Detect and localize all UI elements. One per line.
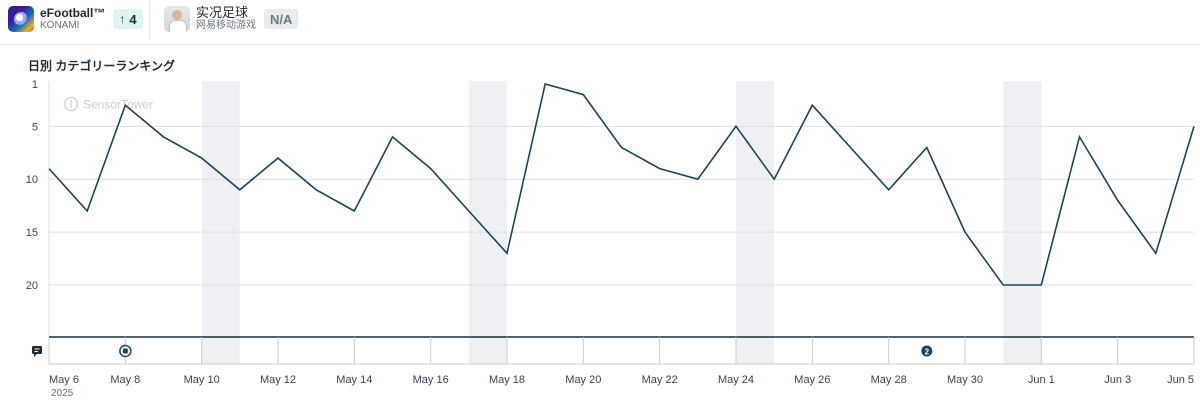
data-point [428,166,432,170]
data-point [543,82,547,86]
data-point [696,177,700,181]
arrow-up-icon: ↑ [119,12,126,26]
data-point [581,92,585,96]
data-point [276,156,280,160]
x-tick-label: May 26 [794,374,830,386]
y-tick-label: 20 [26,280,38,292]
event-marker[interactable] [119,344,132,358]
x-tick-label: May 14 [336,374,372,386]
x-tick-label: May 22 [642,374,678,386]
header-divider [149,0,150,40]
data-point [925,145,929,149]
x-year-label: 2025 [51,388,74,399]
data-point [123,103,127,107]
chart-title: 日別 カテゴリーランキング [28,59,175,73]
x-tick-label: May 16 [413,374,449,386]
data-point [810,103,814,107]
x-tick-label: May 28 [871,374,907,386]
weekend-band [201,81,240,364]
rank-change-badge: N/A [264,9,299,29]
data-point [886,188,890,192]
x-tick-label: May 10 [184,374,220,386]
data-point [734,124,738,128]
data-point [1192,124,1196,128]
data-point [238,188,242,192]
data-point [1001,283,1005,287]
app-card-efootball[interactable]: eFootball™ KONAMI ↑ 4 [8,5,143,33]
x-tick-label: May 20 [565,374,601,386]
x-tick-label: May 24 [718,374,754,386]
notes-icon [32,346,42,357]
notes-icon-tail [34,354,37,357]
data-point [1154,251,1158,255]
weekend-band [736,81,775,364]
rank-change-value: N/A [270,11,293,27]
event-count-label: 2 [925,348,930,357]
data-point [161,135,165,139]
notes-icon-body [32,346,42,354]
app-card-jikkyo[interactable]: 实况足球 网易移动游戏 N/A [164,5,299,33]
update-event-icon-core [122,348,128,354]
y-tick-label: 1 [32,79,38,91]
data-point [467,209,471,213]
x-tick-label: May 30 [947,374,983,386]
data-point [85,209,89,213]
y-tick-label: 10 [26,174,38,186]
y-tick-label: 5 [32,121,38,133]
x-tick-label: May 8 [110,374,140,386]
data-point [963,230,967,234]
data-point [1115,198,1119,202]
data-point [657,166,661,170]
rank-change-badge: ↑ 4 [113,9,143,29]
data-point [352,209,356,213]
weekend-band [1003,81,1042,364]
x-tick-label: May 12 [260,374,296,386]
data-point [199,156,203,160]
app-name: 实况足球 [196,5,249,20]
y-tick-label: 15 [26,227,38,239]
data-point [1039,283,1043,287]
x-tick-label: May 18 [489,374,525,386]
watermark-logo-icon [63,96,79,112]
rank-change-value: 4 [129,11,137,27]
event-count-icon [921,345,933,357]
data-point [619,145,623,149]
data-point [47,166,51,170]
data-point [1077,135,1081,139]
ranking-series-line [48,83,1195,286]
watermark-text: SensorTower [83,98,153,112]
x-tick-label: Jun 5 [1167,374,1194,386]
data-point [772,177,776,181]
app-comparison-header: eFootball™ KONAMI ↑ 4 实况足球 网易移动游戏 N/A [0,0,1200,45]
x-tick-label: Jun 1 [1028,374,1055,386]
x-tick-label: May 6 [49,374,79,386]
data-point [390,135,394,139]
efootball-app-icon [8,6,34,32]
app-publisher: KONAMI [40,20,80,31]
app-publisher: 网易移动游戏 [196,20,256,31]
app-name: eFootball™ [40,6,106,20]
x-tick-label: Jun 3 [1104,374,1131,386]
data-point [314,188,318,192]
weekend-band [468,81,507,364]
sensortower-watermark: SensorTower [63,96,153,112]
event-marker[interactable]: 2 [921,345,933,357]
data-point [848,145,852,149]
jikkyo-app-icon [164,6,190,32]
data-point [505,251,509,255]
